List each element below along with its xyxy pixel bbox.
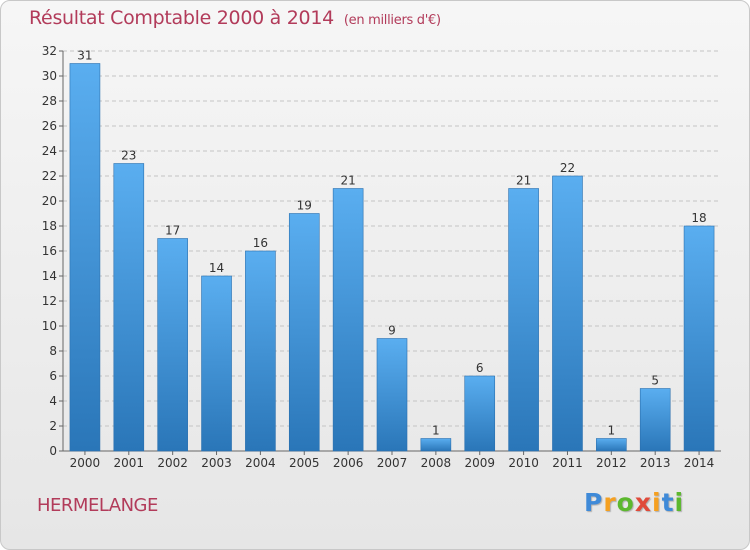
bar-2012 (596, 438, 627, 452)
logo-letter: x (634, 488, 652, 517)
data-label: 6 (476, 361, 484, 375)
y-tick-label: 14 (42, 269, 57, 283)
data-label: 16 (253, 236, 268, 250)
y-tick-label: 20 (42, 194, 57, 208)
x-tick-label: 2000 (70, 456, 101, 470)
bar-2011 (552, 175, 583, 452)
bar-2006 (332, 188, 364, 452)
y-tick-label: 24 (42, 144, 57, 158)
x-tick-label: 2006 (333, 456, 364, 470)
x-tick-label: 2014 (684, 456, 715, 470)
y-tick-label: 12 (42, 294, 57, 308)
chart-subtitle: (en milliers d'€) (343, 13, 441, 28)
data-label: 14 (209, 261, 224, 275)
logo-letter: P (584, 488, 604, 517)
x-tick-label: 2002 (157, 456, 188, 470)
bar-2007 (376, 338, 408, 452)
x-tick-label: 2007 (377, 456, 408, 470)
data-label: 1 (608, 424, 616, 438)
x-tick-label: 2010 (508, 456, 539, 470)
data-label: 23 (121, 149, 136, 163)
data-label: 5 (651, 374, 659, 388)
y-tick-label: 2 (49, 419, 57, 433)
bar-2013 (639, 388, 671, 452)
x-tick-label: 2009 (464, 456, 495, 470)
bar-2014 (683, 225, 715, 452)
y-tick-label: 32 (42, 44, 57, 58)
bar-2005 (288, 213, 320, 452)
y-tick-label: 6 (49, 369, 57, 383)
y-tick-label: 28 (42, 94, 57, 108)
x-tick-label: 2005 (289, 456, 320, 470)
bar-2000 (69, 63, 101, 452)
y-tick-label: 18 (42, 219, 57, 233)
chart-title: Résultat Comptable 2000 à 2014 (en millie… (29, 7, 441, 29)
data-label: 31 (77, 49, 92, 63)
bar-2002 (157, 238, 188, 452)
proxiti-logo: Proxiti (584, 488, 684, 517)
bar-2010 (508, 188, 539, 452)
x-tick-label: 2013 (640, 456, 671, 470)
y-tick-label: 22 (42, 169, 57, 183)
bar-2008 (420, 438, 452, 452)
data-label: 21 (516, 174, 531, 188)
bar-2004 (245, 250, 276, 452)
data-label: 1 (432, 424, 440, 438)
x-tick-label: 2001 (114, 456, 145, 470)
y-tick-label: 0 (49, 444, 57, 458)
y-tick-label: 8 (49, 344, 57, 358)
logo-letter: i (674, 488, 685, 517)
y-tick-label: 16 (42, 244, 57, 258)
x-tick-label: 2003 (201, 456, 232, 470)
y-tick-label: 30 (42, 69, 57, 83)
data-label: 9 (388, 324, 396, 338)
bar-2001 (113, 163, 145, 452)
x-tick-label: 2012 (596, 456, 627, 470)
x-tick-label: 2004 (245, 456, 276, 470)
data-label: 22 (560, 161, 575, 175)
title-text: Résultat Comptable 2000 à 2014 (29, 7, 334, 29)
y-tick-label: 26 (42, 119, 57, 133)
logo-letter: t (661, 488, 675, 517)
logo-letter: r (603, 488, 617, 517)
data-label: 19 (297, 199, 312, 213)
bar-2009 (464, 375, 496, 452)
y-tick-label: 4 (49, 394, 57, 408)
y-tick-label: 10 (42, 319, 57, 333)
logo-letter: i (652, 488, 662, 517)
commune-name: HERMELANGE (37, 495, 158, 516)
x-tick-label: 2011 (552, 456, 583, 470)
data-label: 17 (165, 224, 180, 238)
x-tick-label: 2008 (421, 456, 452, 470)
data-label: 21 (340, 174, 355, 188)
logo-letter: o (616, 488, 635, 517)
bar-2003 (201, 275, 232, 452)
data-label: 18 (691, 211, 706, 225)
bars (69, 63, 715, 452)
